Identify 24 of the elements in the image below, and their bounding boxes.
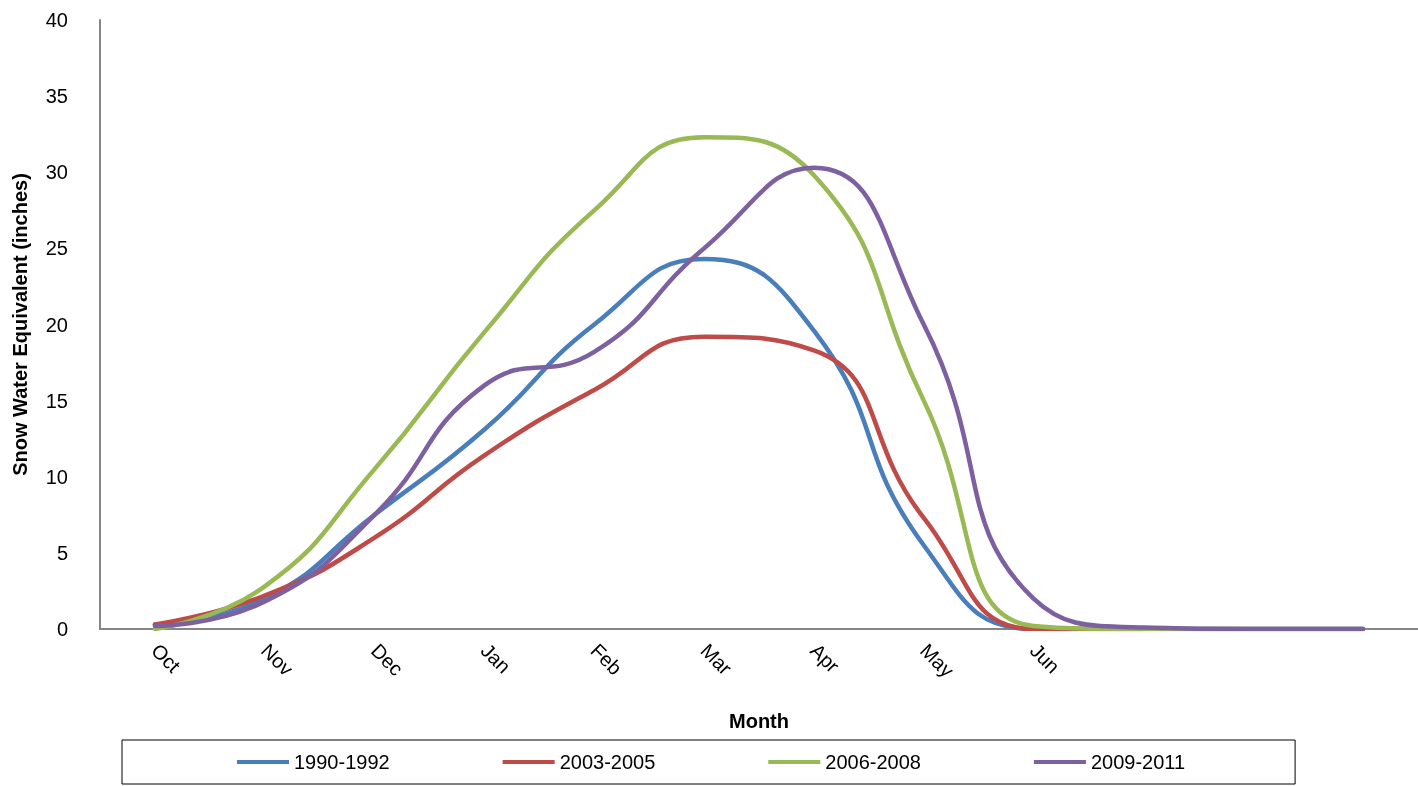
legend-label: 1990-1992 [294,751,390,773]
y-tick-label: 10 [45,465,68,488]
legend-label: 2009-2011 [1090,751,1186,773]
y-tick-label: 25 [45,237,68,260]
legend-label: 2003-2005 [559,751,656,773]
x-axis-title: Month [729,710,789,732]
x-tick-label: Feb [586,639,627,680]
y-axis-title: Snow Water Equivalent (inches) [9,173,31,476]
legend-label: 2006-2008 [825,751,921,773]
x-tick-label: Apr [806,639,844,678]
y-tick-label: 0 [56,618,68,640]
x-tick-label: Jun [1025,639,1065,678]
y-tick-label: 20 [45,313,68,336]
x-tick-label: Jan [476,639,515,678]
x-tick-label: Nov [256,639,298,680]
x-tick-label: Mar [696,639,737,680]
x-tick-label: May [915,639,959,682]
y-tick-label: 40 [45,9,68,31]
x-tick-label: Oct [147,639,185,678]
x-tick-label: Dec [366,639,408,680]
y-tick-label: 15 [45,389,68,412]
y-tick-label: 35 [45,85,68,108]
y-tick-label: 30 [45,161,68,184]
y-tick-label: 5 [56,541,68,564]
